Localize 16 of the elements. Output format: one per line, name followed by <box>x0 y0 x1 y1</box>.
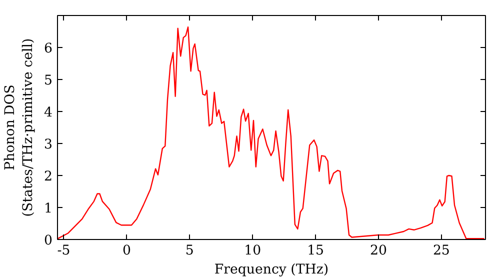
y-tick-label: 3 <box>44 138 53 152</box>
x-tick-label: 20 <box>370 244 387 258</box>
x-axis-title: Frequency (THz) <box>214 262 329 278</box>
x-tick-label: 0 <box>122 244 131 258</box>
x-tick-label: 25 <box>432 244 450 258</box>
y-tick-label: 6 <box>44 42 53 56</box>
x-tick-label: -5 <box>57 244 70 258</box>
x-tick-label: 10 <box>244 244 262 258</box>
y-tick-label: 4 <box>44 106 53 120</box>
y-tick-label: 1 <box>44 202 53 216</box>
y-tick-label: 2 <box>44 170 53 184</box>
y-tick-label: 0 <box>44 234 53 248</box>
y-axis-title: Phonon DOS (States/THz·primitive cell) <box>3 38 36 217</box>
x-tick-label: 5 <box>185 244 194 258</box>
y-tick-label: 5 <box>44 74 53 88</box>
x-tick-label: 15 <box>307 244 324 258</box>
